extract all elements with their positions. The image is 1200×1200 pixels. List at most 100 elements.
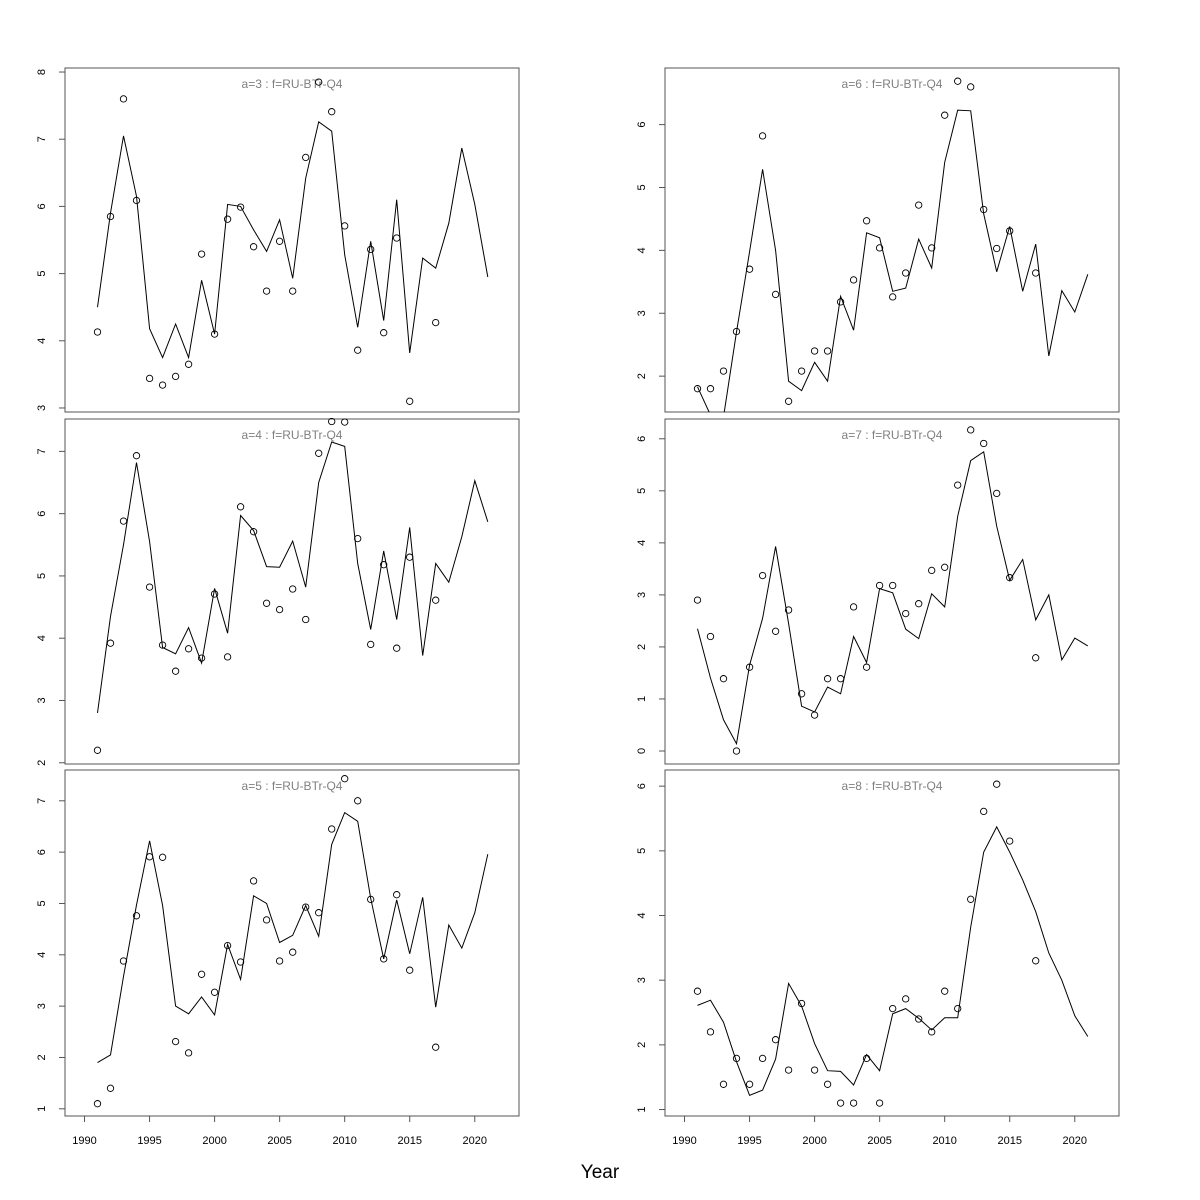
observed-point	[784, 1066, 793, 1074]
observed-point	[1006, 837, 1014, 845]
observed-point	[106, 212, 115, 221]
observed-point	[915, 1015, 923, 1023]
observed-point	[93, 1100, 102, 1108]
observed-point	[915, 201, 923, 209]
observed-point	[289, 948, 297, 956]
fit-line	[697, 109, 1089, 412]
y-tick-label: 6	[636, 122, 648, 128]
observed-point	[119, 517, 128, 525]
x-tick-label: 1990	[672, 1135, 696, 1147]
observed-point	[406, 966, 414, 974]
observed-point	[849, 1099, 858, 1107]
y-tick-label: 2	[36, 760, 48, 766]
observed-point	[823, 347, 832, 355]
observed-point	[941, 987, 949, 995]
observed-point	[132, 912, 141, 920]
panel-title: a=3 : f=RU-BTr-Q4	[242, 77, 343, 91]
observed-point	[836, 1099, 845, 1107]
panel-6: a=8 : f=RU-BTr-Q4 1 2 3 4 5 6 1990 1995 2000 2005 2…	[636, 769, 1120, 1147]
observed-point	[119, 957, 128, 965]
observed-point	[980, 439, 988, 448]
y-tick-label: 3	[36, 697, 48, 703]
observed-point	[693, 987, 702, 995]
panel-title: a=6 : f=RU-BTr-Q4	[842, 77, 943, 91]
observed-point	[993, 489, 1001, 498]
observed-point	[380, 561, 388, 569]
panel-title: a=4 : f=RU-BTr-Q4	[242, 428, 343, 442]
y-tick-label: 4	[36, 635, 48, 641]
y-tick-label: 5	[36, 900, 48, 906]
panel-title: a=8 : f=RU-BTr-Q4	[842, 779, 943, 793]
y-tick-label: 2	[636, 373, 648, 379]
observed-point	[928, 244, 936, 252]
observed-point	[328, 108, 336, 116]
x-tick-label: 2000	[202, 1135, 226, 1147]
observed-point	[1032, 957, 1040, 965]
observed-point	[889, 1004, 897, 1013]
observed-point	[862, 1054, 871, 1063]
observed-point	[223, 941, 232, 950]
observed-point	[223, 653, 232, 661]
observed-point	[380, 955, 388, 963]
observed-point	[406, 397, 414, 405]
y-tick-label: 3	[36, 405, 48, 411]
observed-point	[367, 640, 375, 649]
observed-point	[262, 287, 271, 295]
panel-4: a=6 : f=RU-BTr-Q4 2 3 4 5 6	[636, 67, 1120, 413]
observed-point	[758, 1054, 767, 1063]
observed-point	[367, 245, 375, 254]
observed-point	[693, 385, 702, 393]
observed-point	[797, 690, 806, 698]
y-tick-label: 3	[636, 977, 648, 983]
y-tick-label: 3	[636, 592, 648, 598]
observed-point	[158, 853, 167, 861]
observed-point	[954, 1004, 962, 1013]
panel-frame	[664, 67, 1120, 413]
y-tick-label: 7	[36, 448, 48, 454]
y-tick-label: 5	[636, 848, 648, 854]
observed-point	[823, 675, 832, 683]
observed-point	[171, 667, 180, 675]
x-tick-label: 2020	[463, 1135, 487, 1147]
observed-point	[849, 276, 858, 284]
observed-point	[210, 590, 219, 598]
x-tick-label: 2005	[867, 1135, 891, 1147]
observed-point	[719, 675, 728, 683]
observed-point	[341, 418, 349, 426]
observed-point	[289, 287, 297, 295]
observed-point	[432, 318, 440, 327]
observed-point	[236, 203, 245, 211]
y-tick-label: 2	[36, 1054, 48, 1060]
observed-point	[262, 916, 271, 924]
x-tick-label: 1995	[737, 1135, 761, 1147]
y-tick-label: 5	[36, 573, 48, 579]
observed-point	[236, 503, 245, 511]
y-tick-label: 4	[636, 912, 648, 918]
observed-point	[902, 609, 910, 618]
y-tick-label: 5	[636, 488, 648, 494]
observed-point	[184, 1049, 193, 1057]
observed-point	[93, 328, 102, 336]
x-tick-label: 2015	[997, 1135, 1021, 1147]
observed-point	[236, 958, 245, 966]
y-tick-label: 0	[636, 748, 648, 754]
observed-point	[849, 603, 858, 611]
observed-point	[158, 641, 167, 649]
observed-point	[980, 807, 988, 816]
observed-point	[275, 237, 284, 245]
y-tick-label: 4	[636, 247, 648, 253]
observed-point	[902, 995, 910, 1003]
observed-point	[706, 1028, 715, 1036]
fit-line	[97, 811, 489, 1064]
observed-point	[875, 244, 884, 252]
observed-point	[902, 269, 910, 277]
observed-point	[889, 293, 897, 301]
observed-point	[145, 583, 154, 591]
observed-point	[771, 290, 780, 299]
observed-point	[197, 970, 206, 978]
panel-frame	[64, 418, 520, 765]
observed-point	[210, 988, 219, 996]
y-tick-label: 7	[36, 136, 48, 142]
